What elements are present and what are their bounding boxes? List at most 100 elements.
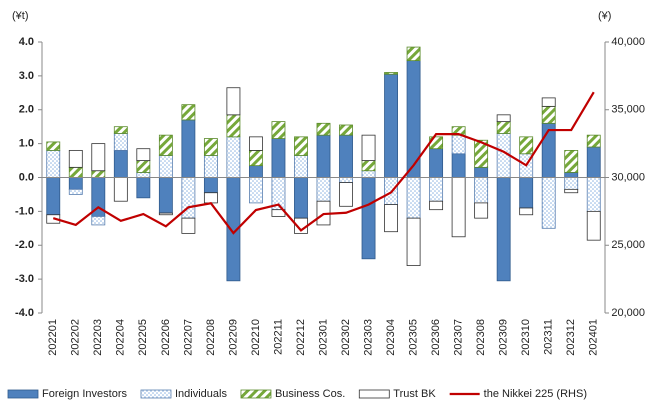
bar	[474, 166, 489, 178]
bar	[181, 217, 196, 234]
bar	[46, 149, 61, 178]
legend-label: Individuals	[175, 388, 227, 400]
legend-swatch	[140, 389, 172, 399]
bar	[564, 188, 579, 194]
legend-swatch	[240, 389, 272, 399]
bar	[586, 177, 601, 212]
bar	[339, 177, 353, 183]
legend-swatch	[7, 389, 39, 399]
bar	[316, 134, 331, 178]
bar	[113, 133, 128, 151]
bar	[294, 155, 308, 178]
x-tick-label: 202306	[430, 319, 442, 356]
bar	[113, 177, 128, 202]
bar	[496, 114, 511, 123]
bar	[406, 217, 421, 266]
bar	[136, 148, 151, 161]
legend-swatch	[358, 389, 390, 399]
x-tick-label: 202207	[182, 319, 194, 356]
x-tick-label: 202305	[407, 319, 419, 356]
x-tick-label: 202205	[137, 319, 149, 356]
y-tick-label: 0.0	[19, 171, 34, 183]
bar	[113, 126, 128, 134]
x-tick-label: 202307	[453, 319, 465, 356]
x-tick-label: 202203	[92, 319, 104, 356]
bar	[316, 122, 331, 136]
bar	[271, 138, 286, 178]
x-tick-label: 202212	[295, 319, 307, 356]
bar	[519, 207, 534, 216]
bar	[136, 172, 151, 178]
bar	[564, 172, 579, 178]
bar	[249, 149, 263, 167]
legend-label: Trust BK	[393, 388, 436, 400]
x-tick-label: 202310	[520, 319, 532, 356]
bar	[91, 143, 106, 172]
bar	[339, 134, 353, 178]
bar	[249, 165, 263, 178]
bar	[91, 170, 106, 178]
bar	[474, 139, 489, 168]
bar	[68, 188, 83, 195]
bar	[541, 97, 556, 107]
bar	[451, 134, 466, 155]
bar	[203, 155, 218, 178]
bar	[406, 46, 421, 62]
bar	[181, 104, 196, 121]
y2-tick-label: 20,000	[611, 307, 645, 319]
x-tick-label: 202303	[362, 319, 374, 356]
x-tick-label: 202210	[250, 319, 262, 356]
bar	[496, 177, 511, 282]
y2-tick-label: 30,000	[611, 171, 645, 183]
bar	[294, 136, 308, 156]
y2-axis-label: (¥)	[598, 10, 611, 22]
bar	[158, 134, 173, 156]
y2-tick-label: 35,000	[611, 104, 645, 116]
y-tick-label: -4.0	[15, 307, 34, 319]
bar	[361, 177, 376, 260]
x-tick-label: 202302	[340, 319, 352, 356]
bar	[361, 160, 376, 172]
bar	[294, 177, 308, 219]
x-tick-label: 202309	[498, 319, 510, 356]
nikkei-line	[52, 91, 595, 235]
x-tick-label: 202208	[205, 319, 217, 356]
bar	[451, 177, 466, 238]
bar	[541, 177, 556, 229]
x-tick-label: 202204	[115, 319, 127, 356]
y-tick-label: -3.0	[15, 273, 34, 285]
bar	[519, 136, 534, 155]
bar	[249, 136, 263, 151]
x-tick-label: 202311	[543, 319, 555, 355]
legend-label: the Nikkei 225 (RHS)	[484, 388, 587, 400]
bar	[158, 177, 173, 214]
bar	[68, 149, 83, 168]
bar	[361, 134, 376, 161]
bar	[361, 170, 376, 178]
bar	[158, 212, 173, 216]
bar	[586, 146, 601, 178]
y-tick-label: 2.0	[19, 104, 34, 116]
bar	[541, 105, 556, 124]
bar	[158, 155, 173, 178]
bar	[564, 177, 579, 190]
bar	[429, 200, 444, 211]
bar	[586, 210, 601, 241]
y-tick-label: 3.0	[19, 70, 34, 82]
bar	[496, 121, 511, 134]
bar	[564, 149, 579, 173]
legend-label: Business Cos.	[275, 388, 345, 400]
y-tick-label: 1.0	[19, 138, 34, 150]
x-tick-label: 202206	[160, 319, 172, 356]
x-tick-label: 202201	[47, 319, 59, 356]
bar	[203, 138, 218, 156]
y-tick-label: -1.0	[15, 205, 34, 217]
bar	[271, 121, 286, 139]
x-tick-label: 202308	[475, 319, 487, 356]
y2-tick-label: 40,000	[611, 36, 645, 48]
bar	[68, 177, 83, 190]
legend-label: Foreign Investors	[42, 388, 127, 400]
bar	[91, 216, 106, 226]
bar	[46, 177, 61, 216]
